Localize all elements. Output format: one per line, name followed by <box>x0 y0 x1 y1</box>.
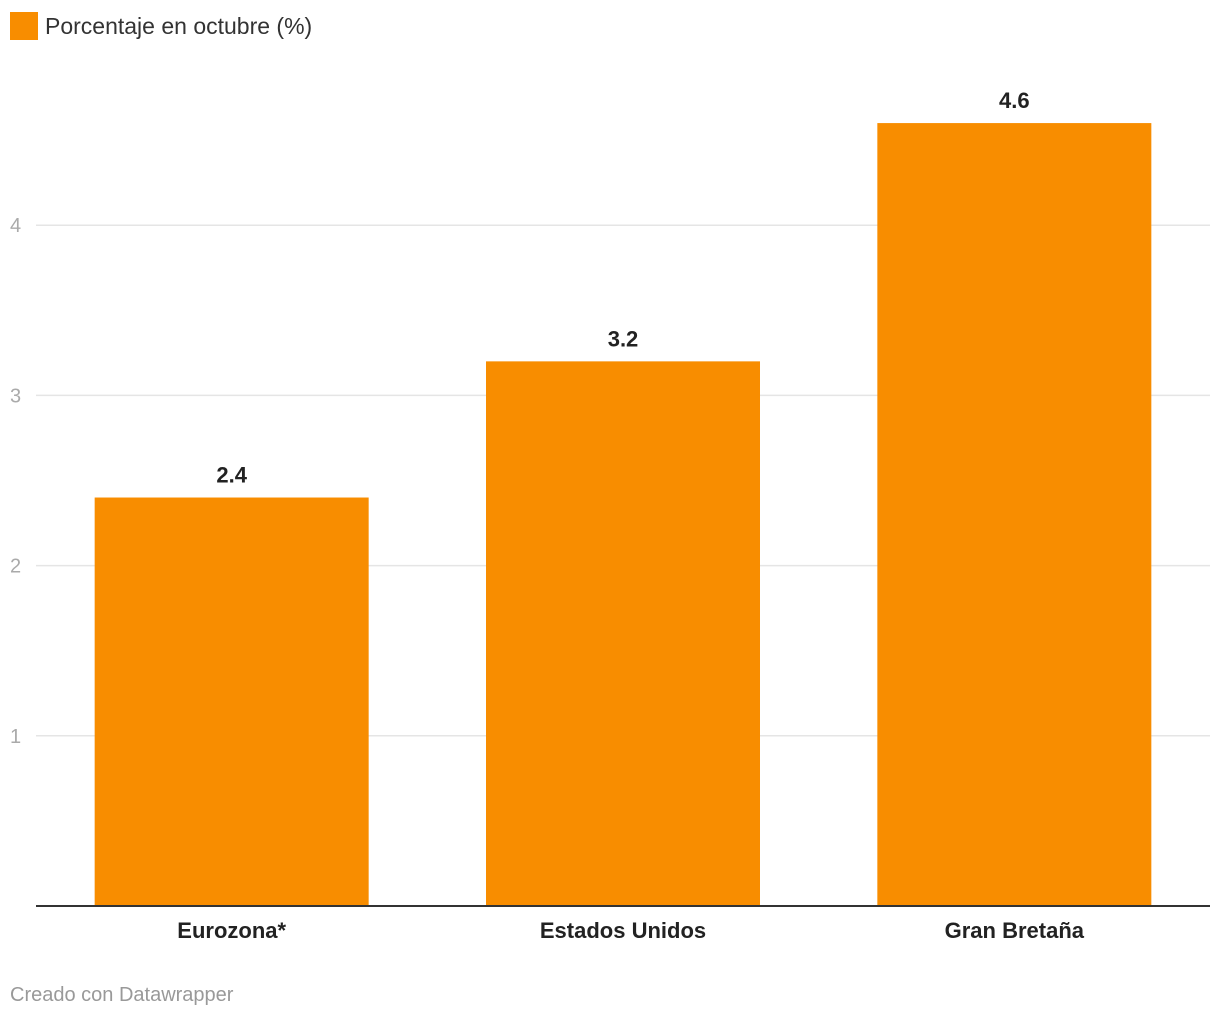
legend-label: Porcentaje en octubre (%) <box>45 13 313 39</box>
category-label-2: Estados Unidos <box>540 918 706 943</box>
y-tick-label-2: 2 <box>10 556 21 578</box>
bar-3 <box>877 123 1152 906</box>
bar-2 <box>486 361 760 906</box>
footer-credit: Creado con Datawrapper <box>10 984 234 1006</box>
y-tick-label-4: 4 <box>10 215 21 237</box>
bar-1 <box>94 497 369 906</box>
y-tick-label-3: 3 <box>10 385 21 407</box>
legend-swatch <box>10 12 38 40</box>
legend: Porcentaje en octubre (%) <box>10 12 312 40</box>
labels: 1 2 3 4 2.4 Eurozona* 3.2 Estados Unidos 4.6 Gran… <box>10 88 1085 943</box>
category-label-3: Gran Bretaña <box>945 918 1085 943</box>
y-tick-label-1: 1 <box>10 726 21 748</box>
value-label-3: 4.6 <box>999 88 1030 113</box>
bars <box>94 123 1152 906</box>
value-label-2: 3.2 <box>608 326 639 351</box>
bar-chart: 1 2 3 4 2.4 Eurozona* 3.2 Estados Unidos 4.6 Gran… <box>10 88 1210 943</box>
value-label-1: 2.4 <box>216 463 247 488</box>
category-label-1: Eurozona* <box>177 918 286 943</box>
